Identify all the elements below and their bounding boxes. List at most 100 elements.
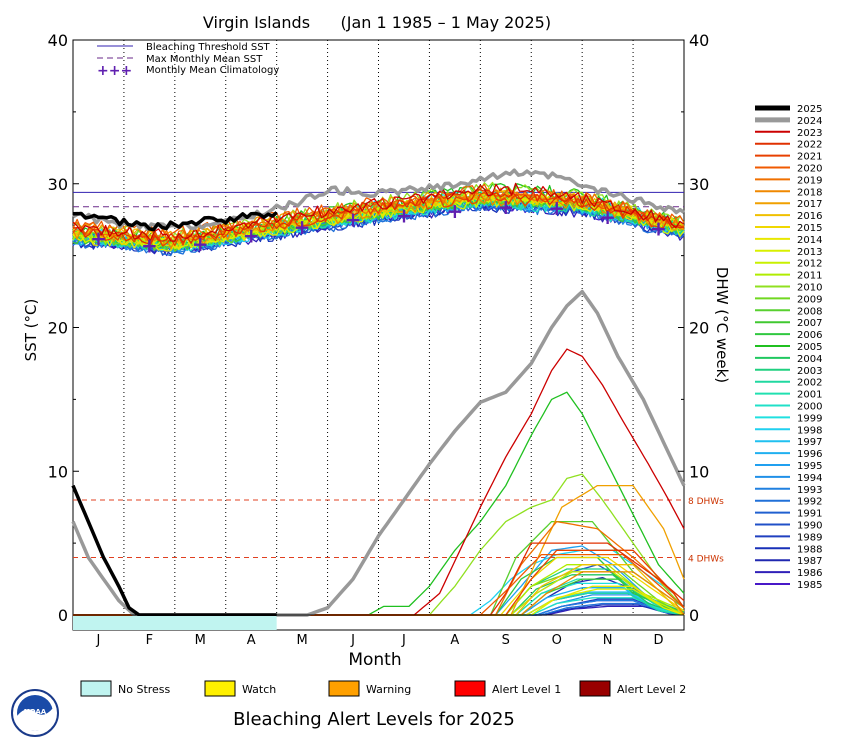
sst-line-2025 <box>72 211 278 232</box>
x-tick-label: S <box>502 633 510 648</box>
year-legend-label: 2019 <box>797 175 822 186</box>
year-legend-label: 2025 <box>797 104 822 115</box>
alert-legend-swatch <box>579 680 611 697</box>
year-legend-label: 1987 <box>797 556 822 567</box>
year-legend-label: 2015 <box>797 223 822 234</box>
sst-line-2024 <box>72 168 686 231</box>
year-legend-label: 2014 <box>797 235 822 246</box>
year-legend-label: 2001 <box>797 390 822 401</box>
x-tick-label: M <box>297 633 308 648</box>
year-legend-label: 1990 <box>797 521 822 532</box>
alert-legend-label: Warning <box>366 683 411 696</box>
x-tick-label: J <box>350 633 355 648</box>
year-legend-label: 1985 <box>797 580 822 591</box>
year-legend-label: 2008 <box>797 306 822 317</box>
axes: 0 0 10 10 20 20 30 30 40 40 J F M A M J J A S O N D <box>48 31 710 648</box>
x-tick-label: O <box>552 633 562 648</box>
sst-line-2014 <box>72 192 685 252</box>
chart-title: Virgin Islands (Jan 1 1985 – 1 May 2025) <box>203 13 551 32</box>
year-legend-label: 2022 <box>797 140 822 151</box>
month-gridlines <box>123 40 634 615</box>
alert-level-legend: No Stress Watch Warning Alert Level 1 Alert … <box>80 680 686 697</box>
climatology-marker: + <box>294 215 311 239</box>
top-legend: Bleaching Threshold SST Max Monthly Mean… <box>97 42 279 79</box>
y-tick-label-left: 20 <box>48 319 68 338</box>
legend-climatology-swatch: +++ <box>97 63 132 79</box>
alert-strip <box>73 614 684 630</box>
climatology-markers: + + + + + + + + + + + + <box>90 195 667 258</box>
x-tick-label: A <box>247 633 256 648</box>
sst-line-2013 <box>72 196 685 249</box>
year-legend-label: 2006 <box>797 330 822 341</box>
year-legend-label: 1993 <box>797 485 822 496</box>
alert-legend-label: Alert Level 1 <box>492 683 561 696</box>
x-tick-label: N <box>603 633 613 648</box>
alert-strip-segment <box>73 616 277 630</box>
dhw-reference-label: 4 DHWs <box>688 555 724 565</box>
dhw-reference-label: 8 DHWs <box>688 497 724 507</box>
dhw-line-2025 <box>71 484 277 617</box>
y-tick-label-right: 40 <box>689 31 709 50</box>
y-tick-label-right: 20 <box>689 319 709 338</box>
y-tick-label-left: 0 <box>58 606 68 625</box>
sst-line-2020 <box>72 183 685 240</box>
year-legend-label: 2002 <box>797 378 822 389</box>
y-axis-label-left: SST (°C) <box>22 299 40 362</box>
climatology-marker: + <box>446 199 463 223</box>
x-tick-label: D <box>654 633 664 648</box>
sst-line-2023 <box>72 182 685 242</box>
year-legend-label: 2003 <box>797 366 822 377</box>
year-legend-label: 2009 <box>797 294 822 305</box>
year-legend-label: 2010 <box>797 283 822 294</box>
legend-mmm-label: Max Monthly Mean SST <box>146 54 263 65</box>
climatology-marker: + <box>192 232 209 256</box>
y-tick-label-right: 10 <box>689 462 709 481</box>
alert-legend-swatch <box>328 680 360 697</box>
year-legend-label: 1989 <box>797 532 822 543</box>
alert-legend-swatch <box>80 680 112 697</box>
noaa-logo-text: NOAA <box>24 708 47 716</box>
y-tick-label-left: 30 <box>48 175 68 194</box>
climatology-marker: + <box>548 196 565 220</box>
noaa-logo: NOAA <box>11 689 59 737</box>
dhw-line-2005 <box>73 391 685 616</box>
x-tick-label: A <box>450 633 459 648</box>
y-tick-label-left: 10 <box>48 462 68 481</box>
climatology-marker: + <box>90 226 107 250</box>
sst-line-2022 <box>72 189 685 245</box>
year-legend-label: 1992 <box>797 497 822 508</box>
year-legend-label: 2004 <box>797 354 822 365</box>
x-tick-label: J <box>96 633 101 648</box>
year-legend-label: 2011 <box>797 271 822 282</box>
year-legend-label: 2005 <box>797 342 822 353</box>
alert-legend-swatch <box>454 680 486 697</box>
year-legend-label: 2018 <box>797 187 822 198</box>
y-tick-label-left: 40 <box>48 31 68 50</box>
year-legend-label: 1991 <box>797 509 822 520</box>
year-legend-label: 2007 <box>797 318 822 329</box>
year-legend-label: 2000 <box>797 402 822 413</box>
year-legend-label: 1988 <box>797 544 822 555</box>
year-legend-label: 2020 <box>797 164 822 175</box>
year-legend-label: 2017 <box>797 199 822 210</box>
year-legend-label: 2016 <box>797 211 822 222</box>
alert-legend-label: Watch <box>242 683 276 696</box>
climatology-marker: + <box>599 205 616 229</box>
year-legend-label: 1994 <box>797 473 822 484</box>
year-legend-label: 2013 <box>797 247 822 258</box>
year-legend-label: 2021 <box>797 152 822 163</box>
y-axis-label-right: DHW (°C week) <box>713 267 731 383</box>
climatology-marker: + <box>243 224 260 248</box>
climatology-marker: + <box>345 208 362 232</box>
climatology-marker: + <box>396 203 413 227</box>
climatology-marker: + <box>141 234 158 258</box>
y-tick-label-right: 0 <box>689 606 699 625</box>
x-tick-label: F <box>146 633 153 648</box>
x-tick-label: J <box>401 633 406 648</box>
alert-legend-title: Bleaching Alert Levels for 2025 <box>233 709 515 730</box>
legend-threshold-label: Bleaching Threshold SST <box>146 42 271 53</box>
climatology-marker: + <box>650 216 667 240</box>
year-legend-label: 1986 <box>797 568 822 579</box>
year-legend-label: 2024 <box>797 116 822 127</box>
